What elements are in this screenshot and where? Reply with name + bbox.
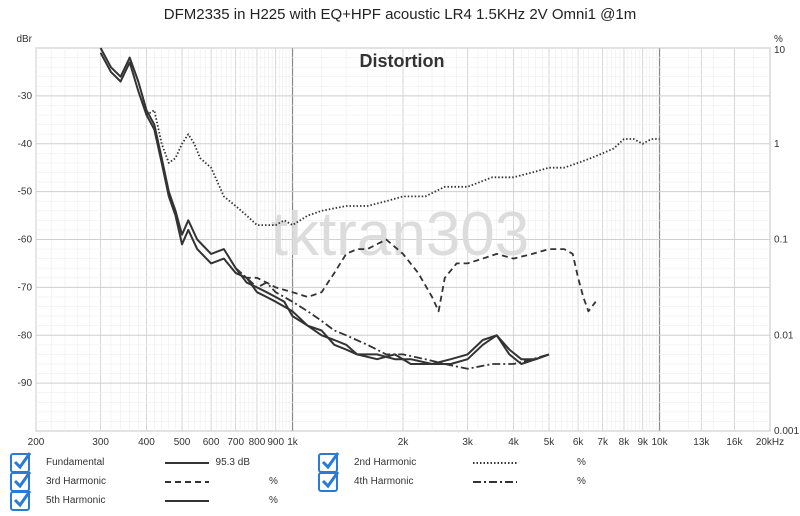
legend-label: 4th Harmonic xyxy=(354,476,414,487)
x-tick-label: 7k xyxy=(597,437,609,448)
x-tick-label: 16k xyxy=(726,437,743,448)
y-right-tick-label: 1 xyxy=(774,139,780,150)
legend-line-dashed xyxy=(165,481,209,483)
x-tick-label: 2k xyxy=(398,437,410,448)
watermark-text: tktran303 xyxy=(271,200,530,269)
legend-unit: % xyxy=(577,476,586,487)
legend-row-5th-harmonic: 5th Harmonic % xyxy=(10,490,310,511)
legend-value: 95.3 dB xyxy=(215,457,250,468)
checkmark-icon xyxy=(13,452,31,470)
checkmark-icon xyxy=(13,490,31,508)
checkmark-icon xyxy=(321,452,339,470)
x-tick-label: 700 xyxy=(227,437,244,448)
legend-row-fundamental: Fundamental 95.3 dB xyxy=(10,452,310,473)
x-tick-label: 1k xyxy=(287,437,299,448)
legend-row-2nd-harmonic: 2nd Harmonic % xyxy=(318,452,618,473)
x-tick-label: 6k xyxy=(573,437,585,448)
y-left-tick-label: -80 xyxy=(18,330,33,341)
series-line-3rd-harmonic xyxy=(235,238,597,313)
x-tick-label: 4k xyxy=(508,437,520,448)
series-line-4th-harmonic xyxy=(235,267,550,370)
x-tick-label: 5k xyxy=(544,437,556,448)
legend-unit: % xyxy=(577,457,586,468)
y-left-tick-label: -60 xyxy=(18,235,33,246)
chart-subtitle: Distortion xyxy=(360,51,445,71)
x-tick-label: 600 xyxy=(203,437,220,448)
x-tick-label: 3k xyxy=(462,437,474,448)
checkmark-icon xyxy=(321,471,339,489)
legend-label: Fundamental xyxy=(46,457,105,468)
chart-title: DFM2335 in H225 with EQ+HPF acoustic LR4… xyxy=(163,6,637,23)
series-line-5th-harmonic xyxy=(99,52,550,365)
legend-label: 2nd Harmonic xyxy=(354,457,417,468)
x-tick-label: 8k xyxy=(619,437,631,448)
legend-line-dotted xyxy=(473,462,517,464)
fundamental-checkbox[interactable] xyxy=(10,452,31,473)
x-tick-label: 900 xyxy=(267,437,284,448)
legend-unit: % xyxy=(269,495,278,506)
y-right-tick-label: 0.01 xyxy=(774,330,794,341)
x-tick-label: 13k xyxy=(693,437,710,448)
x-tick-label: 300 xyxy=(92,437,109,448)
x-tick-label: 800 xyxy=(249,437,266,448)
legend-label: 3rd Harmonic xyxy=(46,476,107,487)
x-tick-label: 400 xyxy=(138,437,155,448)
series-line-fundamental xyxy=(99,47,550,365)
legend-label: 5th Harmonic xyxy=(46,495,106,506)
x-tick-label: 20kHz xyxy=(756,437,784,448)
legend-unit: % xyxy=(269,476,278,487)
y-right-tick-label: 0.1 xyxy=(774,235,788,246)
legend-row-3rd-harmonic: 3rd Harmonic % xyxy=(10,471,310,492)
5th-harmonic-checkbox[interactable] xyxy=(10,490,31,511)
checkmark-icon xyxy=(13,471,31,489)
y-right-tick-label: 10 xyxy=(774,45,786,56)
y-left-tick-label: -70 xyxy=(18,282,33,293)
x-tick-label: 10k xyxy=(651,437,668,448)
x-tick-label: 9k xyxy=(637,437,649,448)
y-right-axis-label: % xyxy=(774,34,783,45)
legend-line-dashdot xyxy=(473,481,517,483)
y-left-tick-label: -90 xyxy=(18,378,33,389)
legend-line-solid xyxy=(165,500,209,502)
y-left-tick-label: -30 xyxy=(18,91,33,102)
y-left-tick-label: -50 xyxy=(18,187,33,198)
4th-harmonic-checkbox[interactable] xyxy=(318,471,339,492)
legend-line-solid xyxy=(165,462,209,464)
y-left-tick-label: -40 xyxy=(18,139,33,150)
legend-row-4th-harmonic: 4th Harmonic % xyxy=(318,471,618,492)
x-tick-label: 200 xyxy=(28,437,45,448)
y-right-tick-label: 0.001 xyxy=(774,426,799,437)
y-left-axis-label: dBr xyxy=(16,34,32,45)
series-line-2nd-harmonic xyxy=(146,109,660,226)
x-tick-label: 500 xyxy=(174,437,191,448)
